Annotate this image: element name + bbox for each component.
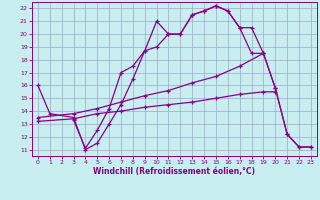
X-axis label: Windchill (Refroidissement éolien,°C): Windchill (Refroidissement éolien,°C) (93, 167, 255, 176)
